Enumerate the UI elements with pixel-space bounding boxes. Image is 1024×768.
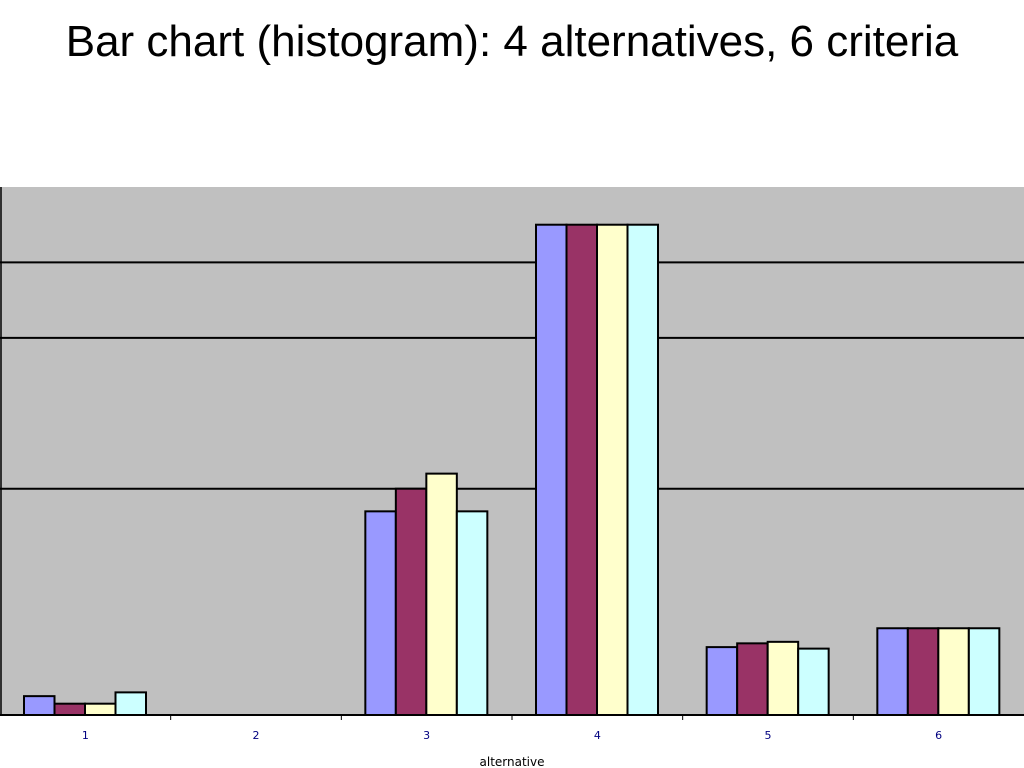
bar-cat5-s2: [736, 642, 769, 716]
plot-area: [0, 187, 1024, 715]
bar-cat1-s3: [84, 702, 117, 717]
bar-cat3-s3: [425, 472, 458, 716]
x-tick-label-4: 4: [594, 729, 601, 742]
bar-cat3-s1: [364, 510, 397, 717]
bar-cat6-s3: [937, 627, 970, 716]
bar-cat5-s4: [797, 647, 830, 717]
bar-cat6-s2: [906, 627, 940, 716]
x-tick-label-3: 3: [423, 729, 430, 742]
bar-cat4-s3: [596, 223, 629, 716]
gridlines: [0, 261, 1024, 490]
slide-title: Bar chart (histogram): 4 alternatives, 6…: [65, 17, 959, 66]
bar-cat5-s3: [766, 640, 800, 716]
bar-cat1-s2: [53, 702, 86, 717]
x-axis-title: alternative: [480, 755, 545, 768]
bar-cat3-s4: [455, 510, 489, 717]
bars: [23, 223, 1001, 717]
x-ticks: 1 2 3 4 5 6: [82, 715, 942, 742]
bar-cat4-s1: [535, 223, 568, 716]
x-tick-label-1: 1: [82, 729, 89, 742]
x-tick-label-2: 2: [253, 729, 260, 742]
bar-cat6-s1: [876, 627, 909, 716]
bar-cat6-s4: [967, 627, 1001, 716]
bar-cat4-s4: [626, 223, 659, 716]
bar-cat1-s1: [23, 695, 56, 717]
bar-cat5-s1: [705, 646, 739, 716]
bar-cat4-s2: [565, 223, 598, 716]
x-tick-label-6: 6: [935, 729, 942, 742]
bar-cat1-s4: [114, 691, 147, 716]
bar-cat3-s2: [394, 487, 428, 717]
x-tick-label-5: 5: [765, 729, 772, 742]
